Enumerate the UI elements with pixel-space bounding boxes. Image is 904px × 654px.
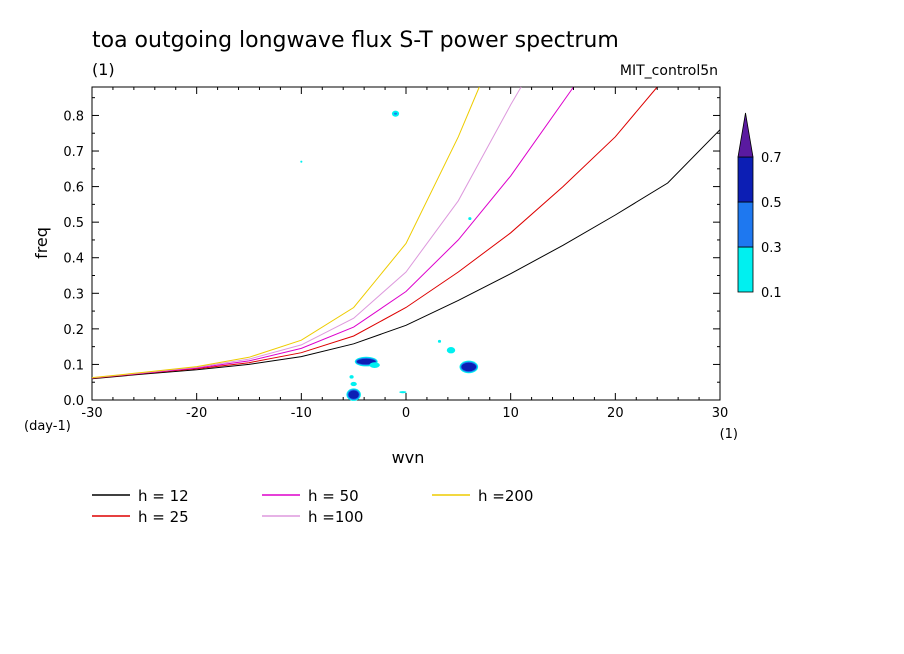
x-unit-label: (1) [720, 427, 738, 442]
y-tick-label: 0.1 [63, 358, 84, 373]
colorbar-segment [737, 156, 754, 203]
chart-subtitle-right: MIT_control5n [620, 63, 718, 79]
y-tick-label: 0.5 [63, 216, 84, 231]
y-tick-label: 0.8 [63, 109, 84, 124]
contour-blob [356, 358, 376, 365]
contour-blob [348, 390, 359, 399]
x-tick-label: -20 [186, 406, 207, 421]
y-tick-label: 0.7 [63, 145, 84, 160]
y-tick-label: 0.0 [63, 394, 84, 409]
legend: h = 12 h = 25 h = 50 h =100 h =200 [92, 487, 533, 526]
colorbar-segment [737, 201, 754, 248]
x-tick-label: -10 [291, 406, 312, 421]
chart-subtitle-left: (1) [92, 60, 115, 79]
y-axis-label: freq [32, 227, 51, 259]
colorbar-arrow [737, 112, 754, 158]
dispersion-curve [91, 86, 574, 379]
plot-area: -30 -20 -10 0 10 20 30 0.0 0.1 0.2 0.3 0.4 0.5 0.6 0.7… [63, 86, 729, 421]
x-axis-label: wvn [392, 448, 425, 467]
x-tick-label: 20 [607, 406, 624, 421]
dispersion-curve [91, 86, 480, 379]
colorbar-label: 0.3 [761, 241, 782, 256]
legend-label: h = 12 [138, 487, 189, 505]
x-tick-label: -30 [81, 406, 102, 421]
colorbar-label: 0.7 [761, 151, 782, 166]
legend-label: h = 50 [308, 487, 359, 505]
contour-blob [399, 391, 407, 394]
contour-blob [369, 362, 380, 368]
y-tick-label: 0.4 [63, 252, 84, 267]
x-tick-label: 30 [712, 406, 729, 421]
contour-blob [349, 375, 354, 379]
contour-blob [468, 217, 472, 221]
colorbar-label: 0.1 [761, 286, 782, 301]
dispersion-curve [91, 86, 522, 379]
contour-blob [446, 347, 456, 354]
contour-blob [437, 339, 442, 343]
contour-blob [461, 362, 477, 372]
colorbar: 0.1 0.3 0.5 0.7 [737, 112, 782, 301]
y-tick-label: 0.6 [63, 181, 84, 196]
colorbar-label: 0.5 [761, 196, 782, 211]
x-tick-label: 10 [502, 406, 519, 421]
dispersion-curve [91, 129, 721, 380]
y-tick-label: 0.3 [63, 287, 84, 302]
legend-label: h =200 [478, 487, 533, 505]
dispersion-curve [91, 86, 658, 379]
chart-title: toa outgoing longwave flux S-T power spe… [92, 28, 619, 53]
contour-blob [393, 112, 398, 115]
legend-label: h =100 [308, 508, 363, 526]
legend-label: h = 25 [138, 508, 189, 526]
contour-blob [300, 160, 303, 163]
y-tick-label: 0.2 [63, 323, 84, 338]
contour-blob [350, 381, 357, 387]
x-tick-label: 0 [402, 406, 410, 421]
y-unit-label: (day-1) [24, 419, 71, 434]
colorbar-segment [737, 246, 754, 293]
